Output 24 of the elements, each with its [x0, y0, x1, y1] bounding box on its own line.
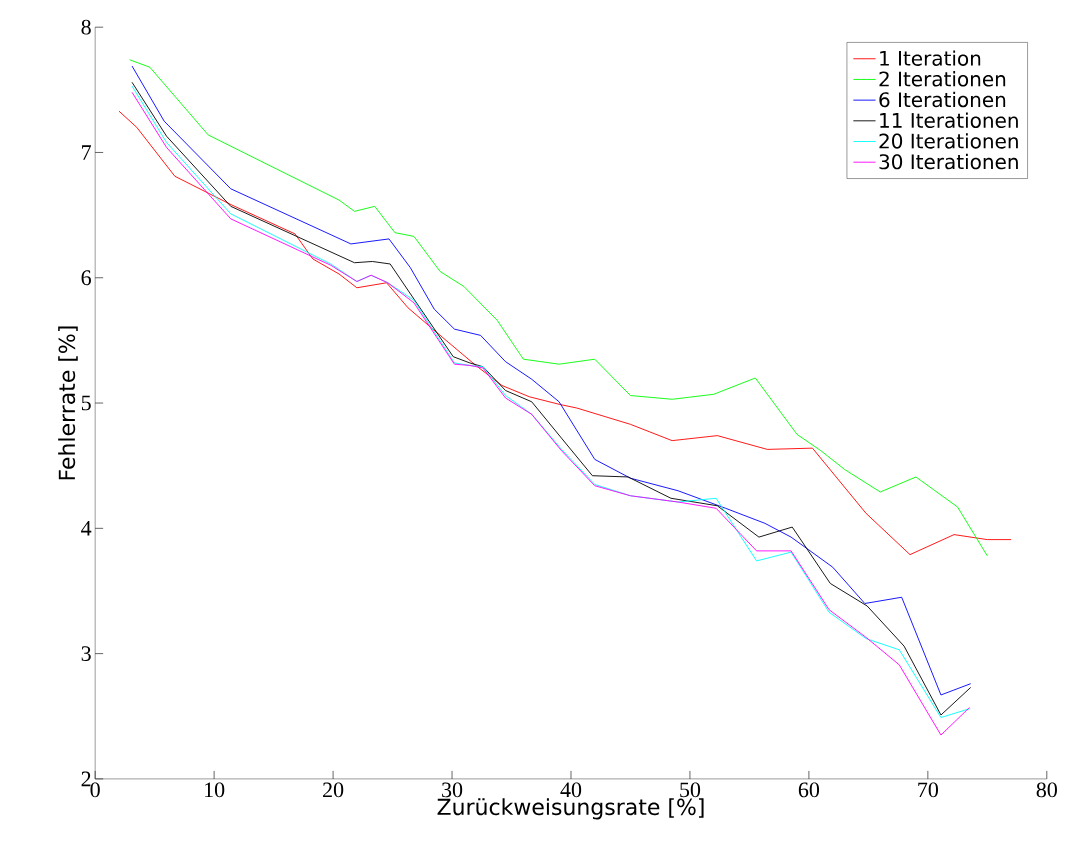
y-tick-label: 4 [81, 521, 92, 536]
legend-label: 30 Iterationen [879, 153, 1018, 170]
x-tick-label: 10 [205, 782, 225, 798]
x-tick-label: 20 [323, 782, 344, 798]
x-tick-label: 30 [442, 782, 463, 798]
y-tick-label: 7 [82, 145, 91, 160]
y-axis-title: Fehlerrate [%] [58, 326, 78, 480]
y-tick-label: 6 [81, 270, 91, 286]
x-axis-title: Zurückweisungsrate [%] [437, 798, 704, 820]
x-tick-label: 70 [918, 782, 939, 798]
x-tick-label: 0 [90, 782, 100, 798]
legend-label: 20 Iterationen [879, 133, 1018, 149]
x-tick-label: 60 [798, 782, 820, 798]
y-tick-label: 3 [81, 646, 91, 661]
x-tick-label: 50 [680, 782, 701, 798]
x-tick-label: 40 [560, 782, 582, 798]
x-tick-label: 80 [1036, 782, 1057, 798]
legend-label: 6 Iterationen [879, 91, 1006, 108]
legend-label: 1 Iteration [880, 50, 981, 66]
legend-label: 11 Iterationen [880, 112, 1018, 128]
y-tick-label: 2 [81, 771, 91, 787]
y-tick-label: 8 [81, 19, 91, 35]
y-tick-label: 5 [81, 395, 91, 411]
legend-label: 2 Iterationen [879, 71, 1006, 87]
